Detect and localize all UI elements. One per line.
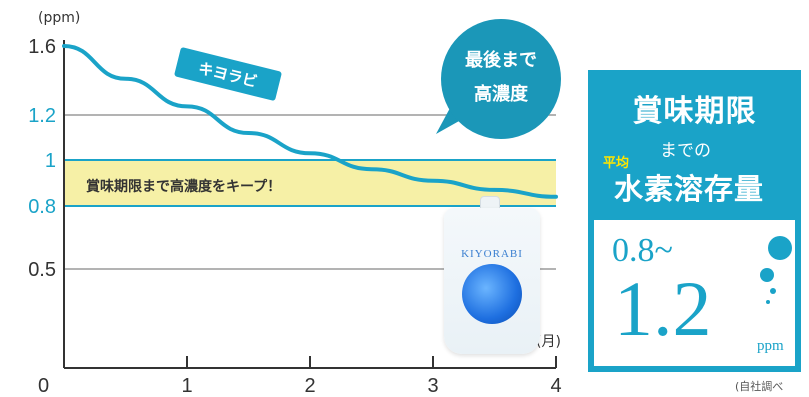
y-tick-0-5: 0.5 xyxy=(28,259,56,281)
y-tick-1: 1 xyxy=(45,150,56,172)
range-high: 1.2 xyxy=(614,265,712,352)
y-unit-label: (ppm) xyxy=(38,10,80,26)
x-origin-label: 0 xyxy=(38,375,49,397)
x-tick-1: 1 xyxy=(181,375,192,397)
info-title: 賞味期限 xyxy=(632,94,757,129)
info-heading: 水素溶存量 xyxy=(614,172,765,206)
callout-line1: 最後まで xyxy=(465,49,537,71)
y-tick-0-8: 0.8 xyxy=(28,196,56,218)
range-low: 0.8~ xyxy=(612,232,673,269)
callout-bubble: 最後まで 高濃度 xyxy=(436,19,561,139)
x-tick-2: 2 xyxy=(304,375,315,397)
y-tick-1-2: 1.2 xyxy=(28,105,56,127)
bubble-dot-large xyxy=(768,236,792,260)
series-tag: キヨラビ xyxy=(174,47,282,101)
bubble-dot-tiny xyxy=(766,300,770,304)
series-line-0 xyxy=(62,44,558,199)
x-tick-3: 3 xyxy=(427,375,438,397)
x-tick-4: 4 xyxy=(550,375,561,397)
product-brand-text: KIYORABI xyxy=(461,248,523,260)
bubble-dot-medium xyxy=(760,268,774,282)
info-made: までの xyxy=(660,141,711,161)
product-logo-circle xyxy=(462,264,522,324)
bubble-dot-small xyxy=(770,288,776,294)
keep-band xyxy=(64,160,556,206)
x-unit-label: (月) xyxy=(536,334,561,350)
y-tick-1-6: 1.6 xyxy=(28,36,56,58)
band-label: 賞味期限まで高濃度をキープ！ xyxy=(86,178,281,195)
range-unit: ppm xyxy=(757,338,784,354)
info-value-box xyxy=(594,220,795,366)
footnote: (自社調べ xyxy=(735,380,784,393)
info-average-label: 平均 xyxy=(603,156,630,171)
callout-line2: 高濃度 xyxy=(474,83,529,105)
